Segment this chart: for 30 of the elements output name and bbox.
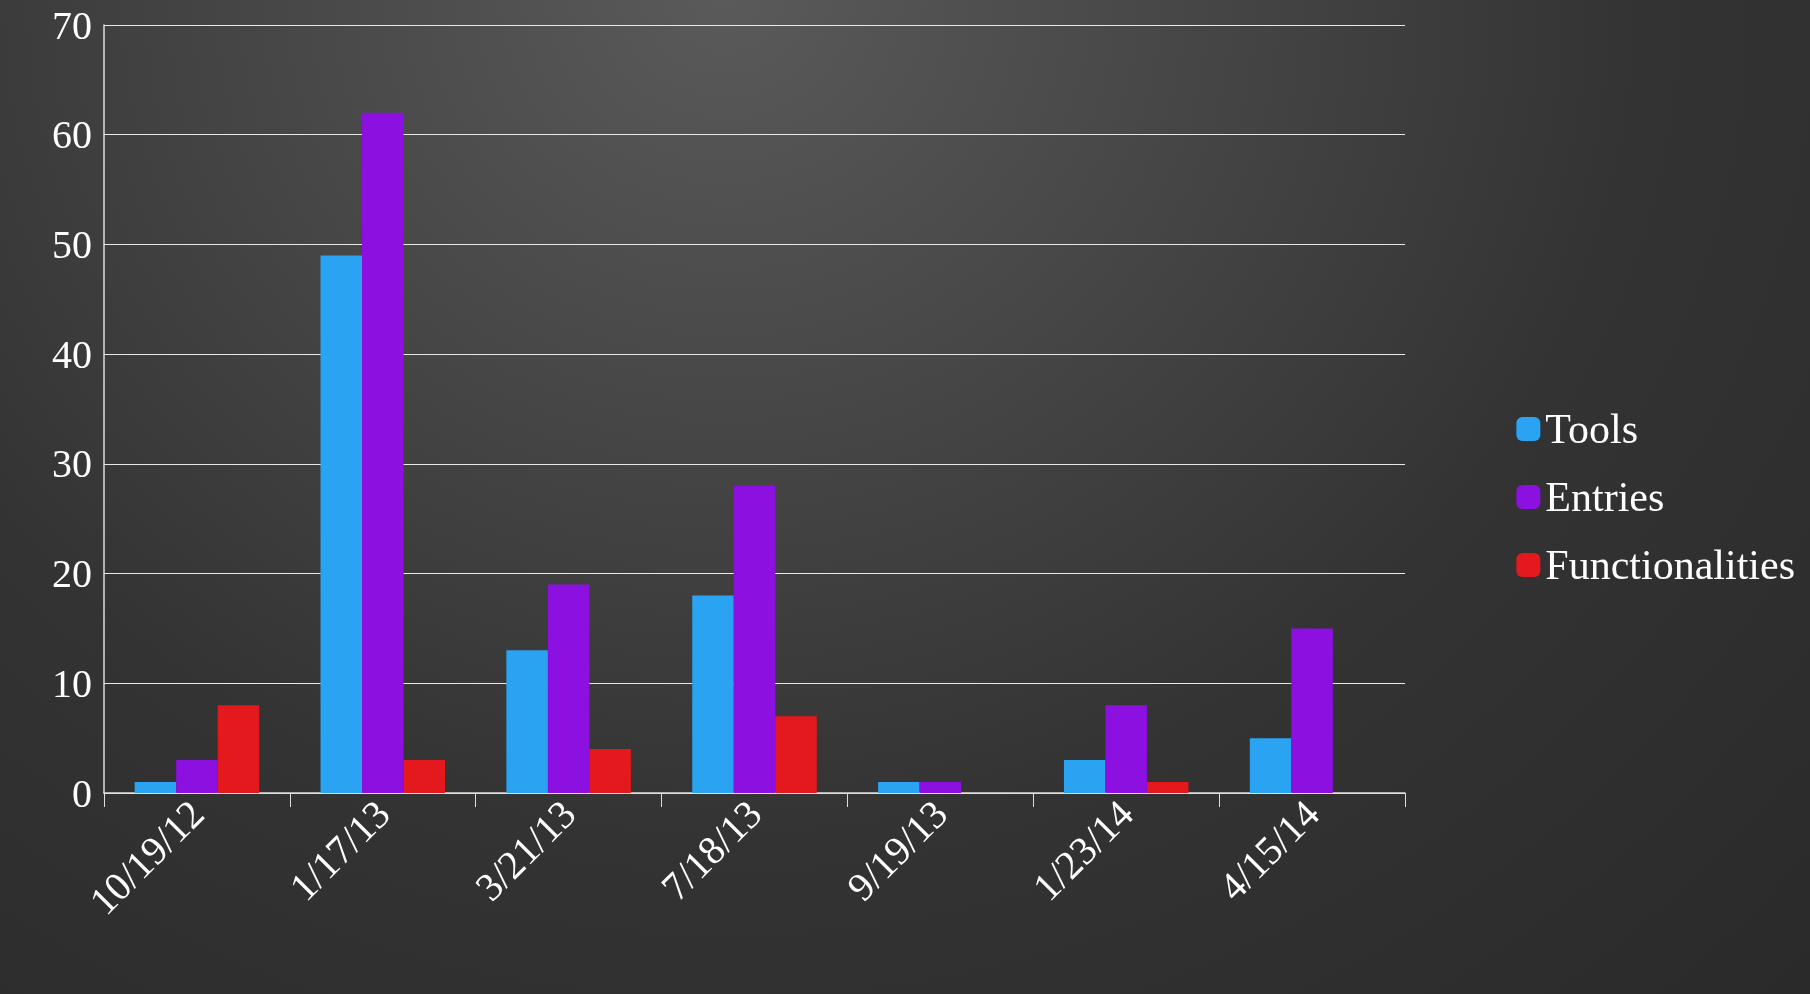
y-tick-label: 70 <box>52 2 92 48</box>
bar <box>547 584 590 793</box>
bar <box>589 749 631 793</box>
bar <box>134 782 177 793</box>
y-tick-label: 50 <box>52 221 92 267</box>
bar <box>919 782 962 793</box>
y-tick-label: 10 <box>52 660 92 706</box>
legend-label: Tools <box>1545 406 1639 452</box>
y-tick-label: 30 <box>52 441 92 487</box>
legend-label: Entries <box>1545 474 1665 520</box>
bar <box>1249 738 1292 793</box>
y-tick-label: 60 <box>52 112 92 158</box>
bar <box>176 760 218 793</box>
bar <box>506 650 548 793</box>
y-tick-label: 20 <box>52 551 92 597</box>
bar <box>1105 705 1147 793</box>
bar <box>320 255 363 793</box>
bar <box>692 595 734 793</box>
bar <box>1291 628 1333 793</box>
y-tick-label: 40 <box>52 331 92 377</box>
bar <box>878 782 920 793</box>
bar <box>1063 760 1106 793</box>
bar <box>217 705 260 793</box>
legend-label: Functionalities <box>1545 542 1796 588</box>
bar <box>362 112 404 793</box>
bar <box>733 485 776 793</box>
y-tick-label: 0 <box>72 770 92 816</box>
bar <box>1146 782 1189 793</box>
bar <box>403 760 446 793</box>
bar <box>775 716 817 793</box>
